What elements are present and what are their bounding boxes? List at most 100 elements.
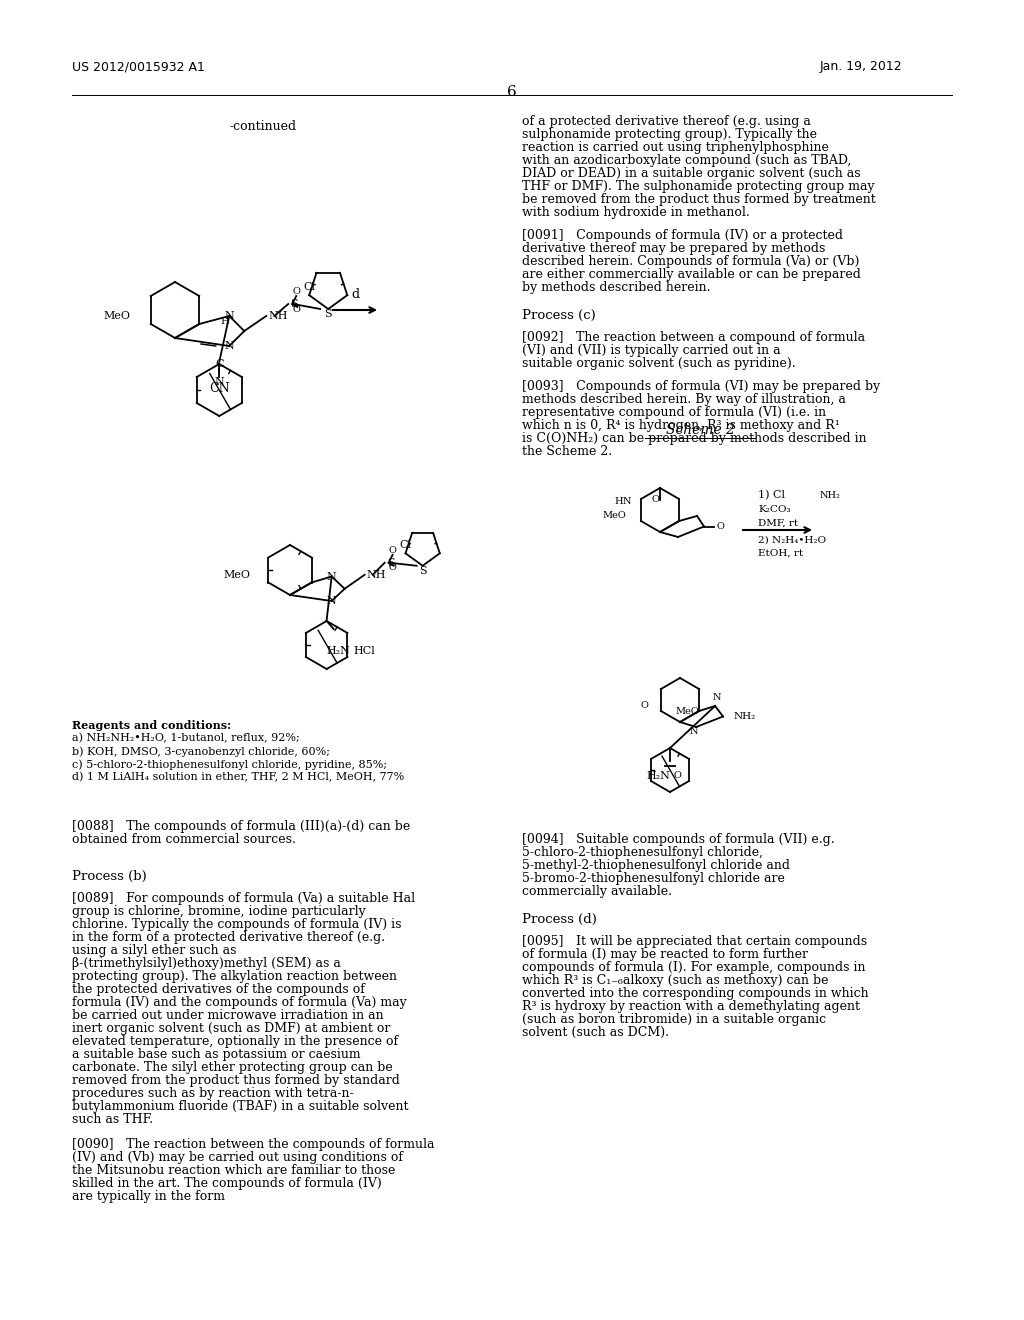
- Text: S: S: [290, 300, 298, 309]
- Text: (such as boron tribromide) in a suitable organic: (such as boron tribromide) in a suitable…: [522, 1012, 826, 1026]
- Text: H₂N: H₂N: [646, 771, 670, 781]
- Text: [0092] The reaction between a compound of formula: [0092] The reaction between a compound o…: [522, 331, 865, 345]
- Text: N: N: [690, 727, 698, 737]
- Text: 6: 6: [507, 84, 517, 99]
- Text: d) 1 M LiAlH₄ solution in ether, THF, 2 M HCl, MeOH, 77%: d) 1 M LiAlH₄ solution in ether, THF, 2 …: [72, 772, 404, 783]
- Text: DMF, rt: DMF, rt: [758, 519, 798, 528]
- Text: NH₂: NH₂: [820, 491, 841, 499]
- Text: carbonate. The silyl ether protecting group can be: carbonate. The silyl ether protecting gr…: [72, 1061, 393, 1074]
- Text: O: O: [673, 771, 681, 780]
- Text: MeO: MeO: [223, 569, 250, 579]
- Text: 2) N₂H₄•H₂O: 2) N₂H₄•H₂O: [758, 536, 826, 544]
- Text: be carried out under microwave irradiation in an: be carried out under microwave irradiati…: [72, 1008, 384, 1022]
- Text: [0094] Suitable compounds of formula (VII) e.g.: [0094] Suitable compounds of formula (VI…: [522, 833, 835, 846]
- Text: [0091] Compounds of formula (IV) or a protected: [0091] Compounds of formula (IV) or a pr…: [522, 228, 843, 242]
- Text: MeO: MeO: [675, 708, 698, 717]
- Text: R³ is hydroxy by reaction with a demethylating agent: R³ is hydroxy by reaction with a demethy…: [522, 1001, 860, 1012]
- Text: MeO: MeO: [103, 312, 131, 321]
- Text: O: O: [389, 546, 396, 556]
- Text: NH₂: NH₂: [733, 711, 756, 721]
- Text: obtained from commercial sources.: obtained from commercial sources.: [72, 833, 296, 846]
- Text: are typically in the form: are typically in the form: [72, 1191, 225, 1203]
- Text: [0089] For compounds of formula (Va) a suitable Hal: [0089] For compounds of formula (Va) a s…: [72, 892, 415, 906]
- Text: US 2012/0015932 A1: US 2012/0015932 A1: [72, 59, 205, 73]
- Text: THF or DMF). The sulphonamide protecting group may: THF or DMF). The sulphonamide protecting…: [522, 180, 874, 193]
- Text: 5-bromo-2-thiophenesulfonyl chloride are: 5-bromo-2-thiophenesulfonyl chloride are: [522, 873, 784, 884]
- Text: the Mitsunobu reaction which are familiar to those: the Mitsunobu reaction which are familia…: [72, 1164, 395, 1177]
- Text: reaction is carried out using triphenylphosphine: reaction is carried out using triphenylp…: [522, 141, 828, 154]
- Text: N: N: [327, 572, 337, 582]
- Text: Process (c): Process (c): [522, 309, 596, 322]
- Text: O: O: [292, 305, 300, 314]
- Text: group is chlorine, bromine, iodine particularly: group is chlorine, bromine, iodine parti…: [72, 906, 366, 917]
- Text: Process (d): Process (d): [522, 913, 597, 927]
- Text: S: S: [325, 309, 332, 319]
- Text: in the form of a protected derivative thereof (e.g.: in the form of a protected derivative th…: [72, 931, 385, 944]
- Text: HCl: HCl: [353, 645, 376, 656]
- Text: Jan. 19, 2012: Jan. 19, 2012: [820, 59, 902, 73]
- Text: N: N: [224, 312, 234, 321]
- Text: with sodium hydroxide in methanol.: with sodium hydroxide in methanol.: [522, 206, 750, 219]
- Text: O: O: [389, 564, 396, 573]
- Text: suitable organic solvent (such as pyridine).: suitable organic solvent (such as pyridi…: [522, 356, 796, 370]
- Text: 1) Cl: 1) Cl: [758, 490, 785, 500]
- Text: b) KOH, DMSO, 3-cyanobenzyl chloride, 60%;: b) KOH, DMSO, 3-cyanobenzyl chloride, 60…: [72, 746, 330, 756]
- Text: skilled in the art. The compounds of formula (IV): skilled in the art. The compounds of for…: [72, 1177, 382, 1191]
- Text: described herein. Compounds of formula (Va) or (Vb): described herein. Compounds of formula (…: [522, 255, 859, 268]
- Text: N: N: [214, 378, 224, 387]
- Text: procedures such as by reaction with tetra-n-: procedures such as by reaction with tetr…: [72, 1086, 353, 1100]
- Text: converted into the corresponding compounds in which: converted into the corresponding compoun…: [522, 987, 868, 1001]
- Text: are either commercially available or can be prepared: are either commercially available or can…: [522, 268, 861, 281]
- Text: K₂CO₃: K₂CO₃: [758, 506, 791, 515]
- Text: [0093] Compounds of formula (VI) may be prepared by: [0093] Compounds of formula (VI) may be …: [522, 380, 881, 393]
- Text: H₂N: H₂N: [327, 645, 350, 656]
- Text: which n is 0, R⁴ is hydrogen, R³ is methoxy and R¹: which n is 0, R⁴ is hydrogen, R³ is meth…: [522, 418, 840, 432]
- Text: protecting group). The alkylation reaction between: protecting group). The alkylation reacti…: [72, 970, 397, 983]
- Text: solvent (such as DCM).: solvent (such as DCM).: [522, 1026, 669, 1039]
- Text: N: N: [327, 597, 337, 606]
- Text: [0090] The reaction between the compounds of formula: [0090] The reaction between the compound…: [72, 1138, 434, 1151]
- Text: Process (b): Process (b): [72, 870, 146, 883]
- Text: N: N: [224, 341, 234, 351]
- Text: [0088] The compounds of formula (III)(a)-(d) can be: [0088] The compounds of formula (III)(a)…: [72, 820, 411, 833]
- Text: which R³ is C₁₋₆alkoxy (such as methoxy) can be: which R³ is C₁₋₆alkoxy (such as methoxy)…: [522, 974, 828, 987]
- Text: the Scheme 2.: the Scheme 2.: [522, 445, 612, 458]
- Text: using a silyl ether such as: using a silyl ether such as: [72, 944, 237, 957]
- Text: DIAD or DEAD) in a suitable organic solvent (such as: DIAD or DEAD) in a suitable organic solv…: [522, 168, 860, 180]
- Text: S: S: [387, 558, 394, 568]
- Text: O: O: [716, 521, 724, 531]
- Text: N: N: [713, 693, 721, 702]
- Text: -continued: -continued: [230, 120, 297, 133]
- Text: formula (IV) and the compounds of formula (Va) may: formula (IV) and the compounds of formul…: [72, 997, 407, 1008]
- Text: such as THF.: such as THF.: [72, 1113, 154, 1126]
- Text: β-(trimethylsilyl)ethoxy)methyl (SEM) as a: β-(trimethylsilyl)ethoxy)methyl (SEM) as…: [72, 957, 341, 970]
- Text: EtOH, rt: EtOH, rt: [758, 549, 803, 557]
- Text: inert organic solvent (such as DMF) at ambient or: inert organic solvent (such as DMF) at a…: [72, 1022, 390, 1035]
- Text: 5-methyl-2-thiophenesulfonyl chloride and: 5-methyl-2-thiophenesulfonyl chloride an…: [522, 859, 790, 873]
- Text: be removed from the product thus formed by treatment: be removed from the product thus formed …: [522, 193, 876, 206]
- Text: the protected derivatives of the compounds of: the protected derivatives of the compoun…: [72, 983, 365, 997]
- Text: derivative thereof may be prepared by methods: derivative thereof may be prepared by me…: [522, 242, 825, 255]
- Text: commercially available.: commercially available.: [522, 884, 672, 898]
- Text: H: H: [220, 317, 228, 326]
- Text: Reagents and conditions:: Reagents and conditions:: [72, 719, 231, 731]
- Text: compounds of formula (I). For example, compounds in: compounds of formula (I). For example, c…: [522, 961, 865, 974]
- Text: elevated temperature, optionally in the presence of: elevated temperature, optionally in the …: [72, 1035, 398, 1048]
- Text: Cl: Cl: [399, 540, 412, 550]
- Text: N: N: [623, 496, 631, 506]
- Text: d: d: [351, 289, 359, 301]
- Text: S: S: [419, 566, 426, 576]
- Text: representative compound of formula (VI) (i.e. in: representative compound of formula (VI) …: [522, 407, 826, 418]
- Text: Cl: Cl: [303, 282, 315, 292]
- Text: NH: NH: [367, 570, 386, 579]
- Text: chlorine. Typically the compounds of formula (IV) is: chlorine. Typically the compounds of for…: [72, 917, 401, 931]
- Text: C: C: [215, 359, 223, 370]
- Text: (IV) and (Vb) may be carried out using conditions of: (IV) and (Vb) may be carried out using c…: [72, 1151, 403, 1164]
- Text: of a protected derivative thereof (e.g. using a: of a protected derivative thereof (e.g. …: [522, 115, 811, 128]
- Text: sulphonamide protecting group). Typically the: sulphonamide protecting group). Typicall…: [522, 128, 817, 141]
- Text: (VI) and (VII) is typically carried out in a: (VI) and (VII) is typically carried out …: [522, 345, 780, 356]
- Text: NH: NH: [268, 312, 288, 321]
- Text: O: O: [292, 288, 300, 297]
- Text: with an azodicarboxylate compound (such as TBAD,: with an azodicarboxylate compound (such …: [522, 154, 851, 168]
- Text: 5-chloro-2-thiophenesulfonyl chloride,: 5-chloro-2-thiophenesulfonyl chloride,: [522, 846, 763, 859]
